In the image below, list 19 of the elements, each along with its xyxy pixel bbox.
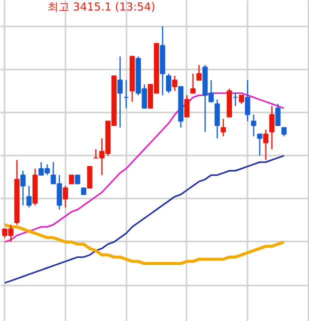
candlestick bbox=[20, 170, 26, 206]
candlestick bbox=[263, 129, 268, 161]
candlestick bbox=[172, 75, 178, 92]
candlestick bbox=[26, 185, 32, 208]
candlestick bbox=[190, 73, 196, 94]
candlestick bbox=[251, 114, 256, 137]
candlestick bbox=[275, 103, 281, 126]
candlestick bbox=[269, 105, 274, 150]
candlestick bbox=[166, 73, 172, 94]
candlestick bbox=[214, 98, 220, 139]
candlestick bbox=[87, 166, 92, 189]
candlestick bbox=[196, 64, 202, 81]
candlestick bbox=[117, 56, 123, 128]
candlestick bbox=[184, 94, 190, 118]
candlestick bbox=[220, 118, 226, 137]
candlestick bbox=[244, 80, 250, 122]
candlestick bbox=[257, 133, 262, 156]
candlestick bbox=[62, 185, 68, 208]
text: 최고 3415.1 (13:54) bbox=[48, 0, 156, 14]
